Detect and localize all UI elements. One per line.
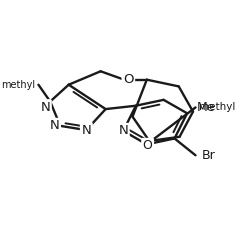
Text: O: O bbox=[123, 73, 134, 86]
Text: Br: Br bbox=[201, 149, 215, 162]
Text: N: N bbox=[40, 101, 50, 114]
Text: Me: Me bbox=[197, 101, 216, 114]
Text: N: N bbox=[50, 119, 59, 132]
Text: methyl: methyl bbox=[199, 102, 235, 112]
Text: methyl: methyl bbox=[1, 80, 35, 90]
Text: N: N bbox=[81, 124, 91, 137]
Text: O: O bbox=[143, 139, 153, 152]
Text: N: N bbox=[118, 124, 128, 138]
